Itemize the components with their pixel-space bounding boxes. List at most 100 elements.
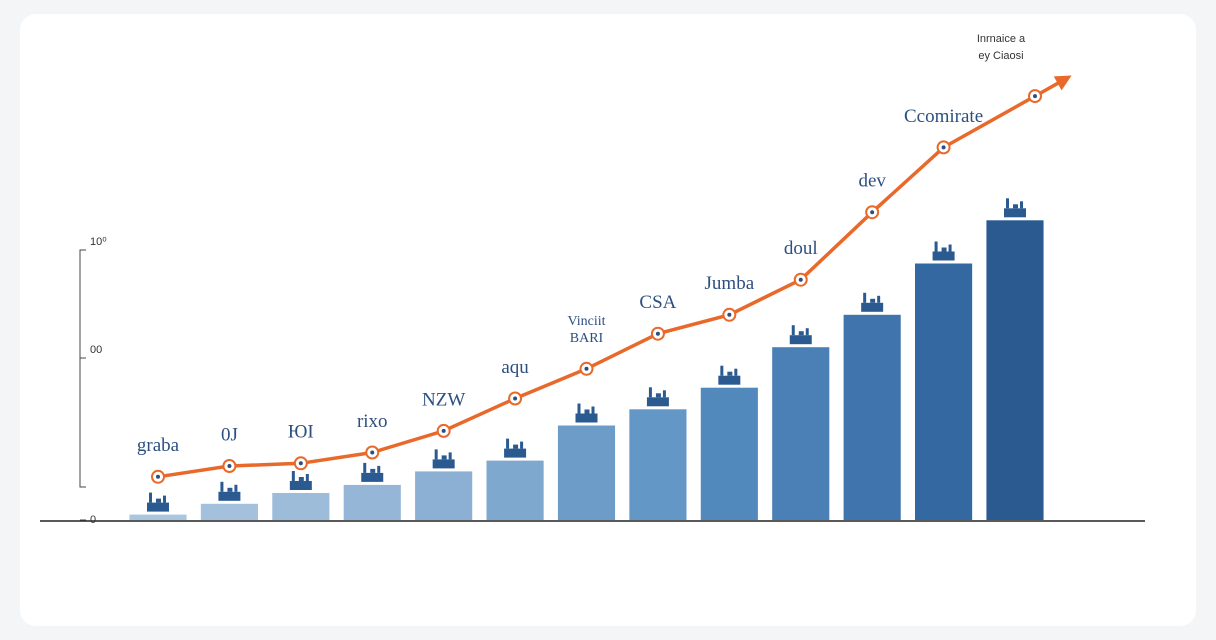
icon-part [861,302,884,312]
icon-part [870,298,876,303]
point-dot [227,464,232,468]
point-dot [441,428,446,433]
icon-part [441,455,447,460]
icon-part [289,481,312,490]
icon-part [646,397,669,407]
point-dot [798,277,803,282]
bar-icon [718,365,741,385]
point-dot [727,312,732,317]
icon-part [789,335,812,345]
point-dot [584,366,589,371]
point-label: Ccomirate [904,106,983,127]
bar [486,460,544,520]
icon-part [941,247,947,252]
icon-part [948,244,952,252]
icon-part [377,465,381,473]
icon-part [234,484,238,492]
point-label: NZW [422,389,465,410]
icon-part [147,502,169,512]
bar [843,314,901,520]
point-dot [370,450,375,455]
point-dot [156,474,160,479]
icon-part [434,449,438,460]
bar [986,220,1044,521]
bar-icon [361,462,384,482]
icon-part [727,371,733,376]
icon-part [655,393,661,398]
point-label: Vinciit [567,314,605,329]
bar-icon [789,325,812,345]
icon-part [370,468,376,473]
bar-icon [932,241,955,261]
icon-part [584,409,590,414]
bar-icon [289,471,312,490]
lines: graba 0J ЮI rixo NZW aqu Vinciit BARI CSA Jumba do… [137,33,1072,484]
point-dot [870,210,875,215]
icon-part [877,295,881,303]
bar-icon [504,438,527,458]
icon-part [791,325,795,336]
bar [129,514,187,520]
icon-part [448,452,452,460]
icon-part [648,387,652,398]
bar [915,263,973,520]
icon-part [591,406,595,414]
point-dot [513,396,518,401]
icon-part [734,368,738,376]
icon-part [932,251,955,261]
bar-icon [861,292,884,312]
bar [272,493,330,520]
icon-part [218,491,241,501]
bar-icon [646,387,669,407]
point-label: ey Ciaosi [978,50,1023,62]
bar [557,425,616,520]
icon-part [662,390,666,398]
bar-icon [575,403,598,423]
point-label: ЮI [288,422,314,443]
icon-part [149,492,152,503]
icon-part [504,448,527,458]
icon-part [363,462,367,473]
bar [700,387,758,520]
bar-icon [218,481,241,501]
icon-part [513,444,519,449]
point-label: BARI [570,331,604,346]
icon-part [361,472,384,482]
icon-part [1006,198,1009,209]
bar [343,484,401,520]
icon-part [863,292,867,303]
icon-part [577,403,581,414]
bar-icon [1004,198,1026,218]
icon-part [506,438,510,449]
point-label: CSA [639,292,676,313]
icon-part [163,495,166,503]
bar [415,471,473,520]
bar-icon [432,449,455,469]
icon-part [934,241,938,252]
bars [129,198,1044,521]
icon-part [805,328,809,336]
point-label: Jumba [705,273,755,294]
icon-part [432,459,455,469]
y-tick-label: 00 [90,344,102,356]
point-label: Inrnaice a [977,33,1026,45]
icon-part [298,477,304,481]
icon-part [520,441,524,449]
icon-part [1020,201,1023,209]
bar [200,503,258,520]
icon-part [575,413,598,423]
point-label: dev [858,171,886,192]
point-dot [298,461,303,466]
icon-part [718,375,741,385]
icon-part [1004,208,1026,218]
point-dot [1033,94,1037,99]
point-label: aqu [501,357,529,378]
icon-part [305,474,309,481]
icon-part [156,498,161,503]
icon-part [220,481,224,492]
point-dot [655,331,660,336]
bar [629,409,687,520]
icon-part [798,331,804,336]
